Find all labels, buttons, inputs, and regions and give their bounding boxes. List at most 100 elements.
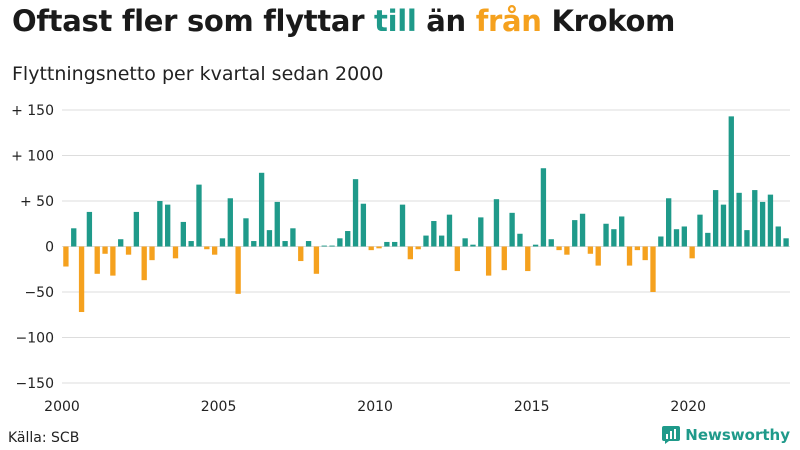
- bar: [720, 204, 727, 247]
- bar: [658, 236, 664, 247]
- x-tick-label: 2005: [201, 399, 237, 415]
- bar: [736, 192, 742, 247]
- bar: [282, 241, 288, 247]
- bar: [415, 246, 421, 250]
- bar: [102, 246, 108, 254]
- bar: [219, 238, 226, 247]
- bar: [423, 235, 429, 247]
- y-tick-label: + 150: [11, 103, 54, 119]
- bar: [454, 246, 460, 272]
- bar: [462, 238, 468, 247]
- bar: [368, 246, 374, 251]
- bar: [399, 204, 406, 247]
- bar: [634, 246, 641, 251]
- y-tick-label: −50: [24, 285, 54, 301]
- chart-title: Oftast fler som flyttar till än från Kro…: [12, 4, 675, 38]
- title-part-1: Oftast fler som flyttar: [12, 4, 365, 38]
- bar: [697, 214, 703, 247]
- bar: [595, 246, 601, 266]
- bar: [556, 246, 562, 251]
- bar: [470, 244, 476, 247]
- bar: [509, 212, 515, 247]
- bar: [650, 246, 656, 292]
- bar: [118, 239, 124, 247]
- bar: [712, 190, 719, 247]
- bar: [141, 246, 147, 281]
- bar: [376, 246, 382, 249]
- bar: [501, 246, 507, 271]
- bar: [337, 238, 343, 247]
- bar: [431, 221, 437, 247]
- y-tick-label: + 50: [20, 194, 54, 210]
- bar: [744, 230, 750, 247]
- bar: [540, 168, 547, 247]
- bar: [305, 241, 312, 247]
- title-fran: från: [475, 4, 542, 38]
- bar: [548, 239, 554, 247]
- chart-subtitle: Flyttningsnetto per kvartal sedan 2000: [12, 63, 384, 85]
- bar: [392, 241, 398, 247]
- bar: [360, 203, 367, 247]
- bar: [666, 198, 672, 247]
- bar: [525, 246, 531, 272]
- bar: [204, 246, 210, 250]
- bar: [728, 116, 734, 247]
- bar: [587, 246, 594, 254]
- bar: [274, 201, 280, 247]
- bar: [298, 246, 304, 262]
- bar: [681, 226, 687, 247]
- bar: [266, 230, 273, 247]
- bar: [384, 241, 390, 247]
- bar: [63, 246, 69, 267]
- bar: [165, 204, 171, 247]
- bar: [485, 246, 492, 276]
- bar: [493, 199, 500, 247]
- bar: [172, 246, 179, 259]
- bar: [110, 246, 116, 276]
- x-tick-label: 2000: [44, 399, 80, 415]
- y-tick-label: −150: [16, 376, 54, 392]
- bar: [407, 246, 414, 260]
- y-tick-label: + 100: [11, 149, 54, 165]
- bar: [313, 246, 320, 274]
- bar: [579, 213, 586, 247]
- bar: [517, 233, 523, 247]
- bar: [619, 216, 625, 247]
- bar: [196, 184, 202, 247]
- bar: [211, 246, 218, 255]
- bar: [125, 246, 132, 255]
- newsworthy-logo-icon: [662, 426, 681, 444]
- bar: [705, 232, 711, 247]
- bar: [251, 241, 257, 247]
- bar: [243, 218, 249, 247]
- bar: [603, 223, 609, 247]
- bar: [78, 246, 85, 313]
- bar: [188, 241, 194, 247]
- title-part-3: Krokom: [551, 4, 675, 38]
- bar: [290, 228, 296, 247]
- bar: [180, 221, 186, 247]
- bar: [759, 201, 766, 247]
- title-till: till: [374, 4, 417, 38]
- bar: [783, 238, 789, 247]
- bar: [752, 190, 758, 247]
- bar: [611, 229, 617, 247]
- bar: [642, 246, 648, 261]
- bar: [564, 246, 570, 255]
- bar: [673, 229, 680, 247]
- bar: [227, 198, 233, 247]
- y-tick-label: 0: [45, 240, 54, 256]
- bar: [478, 217, 484, 247]
- x-tick-label: 2010: [357, 399, 393, 415]
- bar: [767, 194, 774, 247]
- bar: [329, 245, 335, 247]
- brand-name: Newsworthy: [685, 426, 790, 444]
- bar: [438, 235, 445, 247]
- bar: [235, 246, 241, 294]
- x-tick-label: 2020: [670, 399, 706, 415]
- bar: [446, 214, 453, 247]
- bar: [71, 228, 77, 247]
- bar: [149, 246, 155, 261]
- bar: [86, 211, 93, 247]
